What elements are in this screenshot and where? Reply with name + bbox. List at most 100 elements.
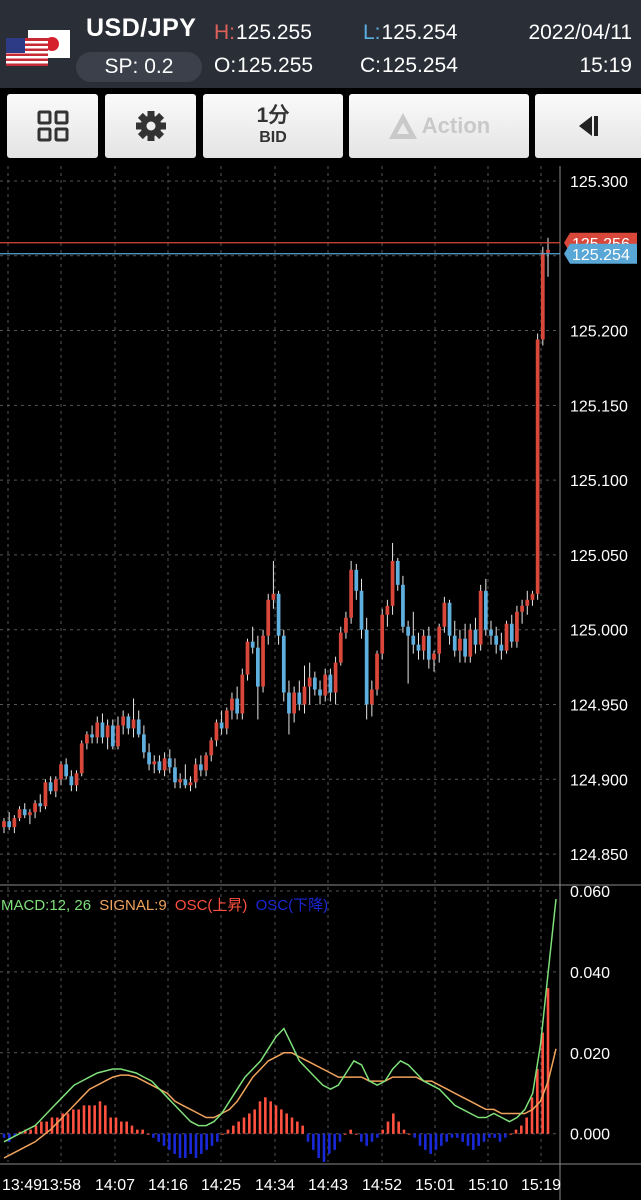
osc-bar: [402, 1129, 406, 1134]
candle-body: [90, 734, 94, 738]
open-price: O:125.255: [214, 54, 313, 78]
osc-bar: [104, 1105, 107, 1134]
osc-bar: [114, 1117, 118, 1134]
osc-bar: [178, 1133, 182, 1158]
osc-bar: [290, 1117, 294, 1134]
candle-body: [7, 821, 12, 828]
osc-bar: [232, 1125, 235, 1134]
candle-body: [478, 590, 483, 645]
osc-bar: [24, 1129, 27, 1134]
osc-bar: [408, 1133, 411, 1135]
osc-bar: [322, 1133, 326, 1162]
osc-bar: [450, 1133, 454, 1138]
candle-body: [525, 599, 530, 606]
osc-bar: [258, 1101, 262, 1134]
candle-body: [69, 776, 74, 786]
osc-bar: [344, 1133, 347, 1135]
osc-bar: [8, 1133, 11, 1142]
candle-body: [546, 249, 550, 253]
candle-body: [245, 641, 250, 675]
osc-bar: [376, 1133, 379, 1138]
time-axis-label: 14:52: [362, 1177, 402, 1194]
candle-body: [261, 635, 265, 687]
osc-bar: [77, 1109, 80, 1134]
macd-axis-label: 0.040: [570, 965, 610, 982]
candle-body: [458, 638, 462, 651]
candle-body: [520, 605, 524, 612]
candle-body: [12, 818, 17, 828]
collapse-panel-button[interactable]: [535, 94, 641, 158]
candle-body: [380, 614, 385, 654]
price-axis-label: 124.850: [570, 847, 628, 864]
candle-body: [167, 758, 172, 768]
time-axis-label: 13:49: [2, 1177, 42, 1194]
osc-bar: [210, 1133, 214, 1146]
osc-bar: [189, 1133, 192, 1154]
candle-body: [483, 590, 488, 630]
osc-bar: [461, 1133, 464, 1142]
candle-body: [344, 617, 348, 633]
candle-body: [401, 584, 405, 627]
candle-body: [307, 677, 312, 687]
price-chart[interactable]: 125.300125.250125.200125.150125.100125.0…: [0, 166, 641, 1200]
osc-bar: [440, 1133, 443, 1146]
osc-bar: [514, 1129, 518, 1134]
candle-body: [271, 593, 276, 600]
osc-bar: [397, 1121, 400, 1134]
candle-body: [204, 755, 208, 771]
osc-bar: [338, 1133, 342, 1142]
candle-body: [209, 740, 214, 756]
low-value: 125.254: [381, 21, 458, 44]
candle-body: [178, 779, 183, 783]
candle-body: [416, 644, 421, 651]
timeframe-button[interactable]: 1分 BID: [203, 94, 343, 158]
osc-up-legend-label: OSC(上昇): [174, 897, 248, 914]
candle-body: [116, 725, 120, 747]
candle-body: [59, 764, 63, 780]
high-value: 125.255: [236, 21, 312, 44]
candle-body: [183, 779, 188, 786]
osc-bar: [152, 1133, 155, 1138]
settings-button[interactable]: [105, 94, 196, 158]
osc-bar: [536, 1068, 539, 1134]
candle-body: [338, 632, 343, 663]
time-axis-label: 15:19: [521, 1177, 561, 1194]
macd-axis-label: 0.000: [570, 1127, 610, 1144]
currency-pair[interactable]: USD/JPY: [86, 14, 197, 42]
osc-bar: [120, 1121, 123, 1134]
price-axis-label: 125.300: [570, 174, 628, 191]
candle-body: [359, 590, 364, 630]
layout-button[interactable]: [7, 94, 98, 158]
time-axis-label: 14:34: [255, 1177, 295, 1194]
osc-bar: [45, 1121, 48, 1134]
osc-bar: [365, 1133, 368, 1146]
osc-bar: [466, 1133, 470, 1146]
candle-body: [131, 719, 136, 729]
candle-body: [74, 773, 79, 786]
time-axis-label: 13:58: [41, 1177, 81, 1194]
toolbar: 1分 BID Action: [0, 88, 641, 166]
osc-bar: [205, 1133, 208, 1150]
osc-bar: [66, 1113, 70, 1134]
close-value: 125.254: [382, 54, 458, 77]
candle-body: [452, 635, 457, 651]
signal-line: [3, 1048, 557, 1159]
candle-body: [323, 674, 328, 696]
osc-bar: [40, 1121, 43, 1134]
candle-body: [312, 677, 317, 690]
candle-body: [43, 782, 48, 807]
candle-body: [219, 722, 224, 729]
osc-bar: [242, 1117, 246, 1134]
candle-body: [437, 626, 442, 654]
candle-body: [48, 782, 53, 792]
close-key: C:: [360, 54, 381, 77]
osc-bar: [349, 1129, 352, 1134]
candle-body: [147, 752, 151, 765]
collapse-left-icon: [579, 116, 598, 136]
price-type-label: BID: [259, 129, 287, 146]
candle-body: [2, 821, 6, 828]
candle-body: [421, 635, 426, 651]
candle-body: [230, 698, 234, 711]
osc-bar: [221, 1133, 224, 1135]
action-button[interactable]: Action: [349, 94, 529, 158]
